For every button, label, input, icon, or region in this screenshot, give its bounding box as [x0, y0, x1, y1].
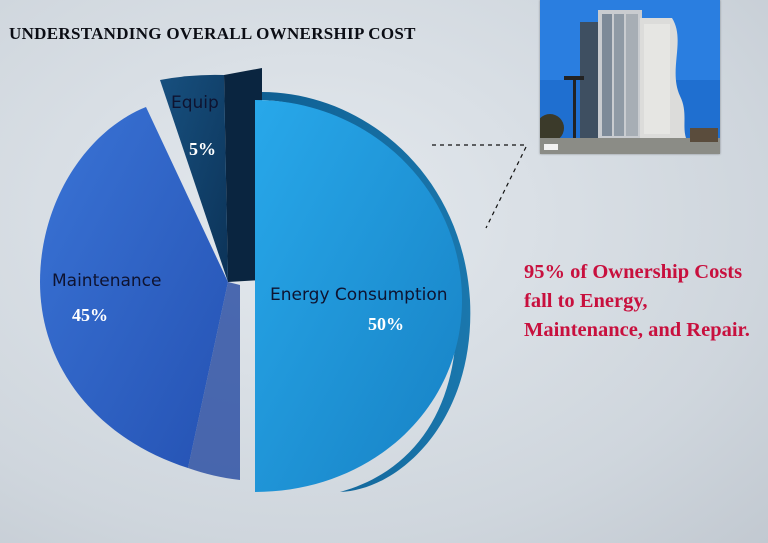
pie-slice-equip — [160, 74, 228, 282]
pie-slice-maintenance — [40, 107, 228, 468]
label-energy: Energy Consumption — [270, 285, 448, 305]
building-photo — [540, 0, 720, 154]
callout-text: 95% of Ownership Costs fall to Energy, M… — [524, 261, 750, 341]
value-maintenance: 45% — [72, 305, 108, 325]
pie-slice-energy — [255, 100, 462, 492]
value-equip: 5% — [189, 139, 216, 159]
label-maintenance: Maintenance — [52, 271, 161, 291]
leader-line — [432, 144, 528, 229]
pie-slice-equip-side — [224, 68, 262, 282]
chart-title: UNDERSTANDING OVERALL OWNERSHIP COST — [9, 24, 416, 43]
value-energy: 50% — [368, 314, 404, 334]
pie-slice-maintenance-shadow — [188, 282, 240, 480]
label-equip: Equip — [171, 93, 219, 113]
